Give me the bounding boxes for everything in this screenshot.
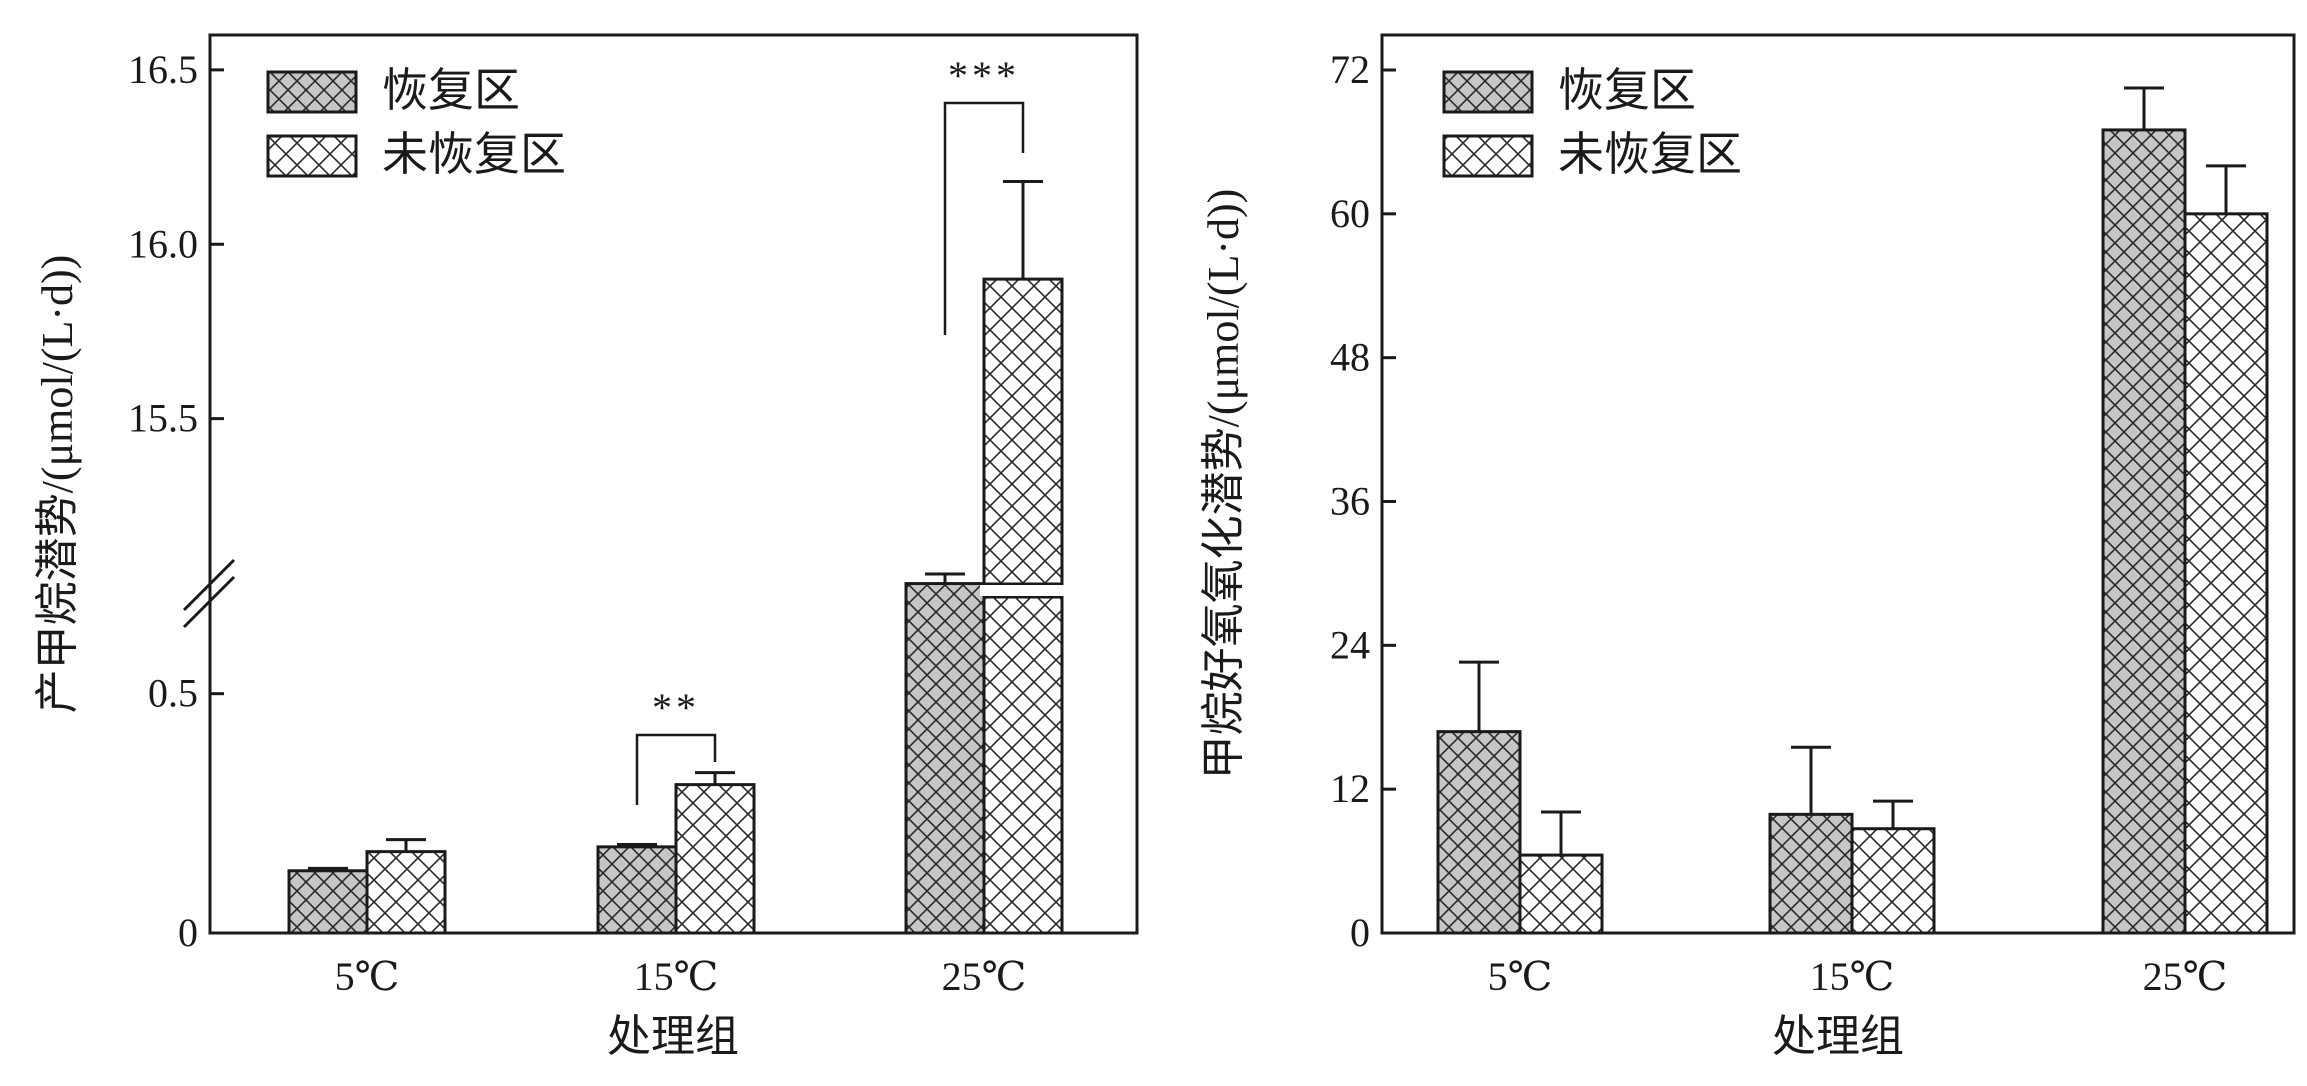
left-significance-layer: *****	[635, 53, 1025, 805]
left-bars-layer	[287, 277, 1066, 935]
right-ytick-label-4: 48	[1330, 335, 1370, 380]
legend-right-swatch-1	[1442, 134, 1534, 178]
bar-right-restored-0	[1436, 730, 1522, 935]
right-ytick-label-1: 12	[1330, 766, 1370, 811]
legend-left-swatch-1	[266, 134, 358, 178]
bar-right-restored-1	[1768, 812, 1854, 935]
sig-label-0: **	[652, 685, 700, 730]
right-ytick-label-0: 0	[1350, 910, 1370, 955]
bar-right-unrestored-1	[1850, 827, 1936, 935]
right-ytick-label-2: 24	[1330, 622, 1370, 667]
left-y-axis-title: 产甲烷潜势/(μmol/(L·d))	[33, 255, 82, 714]
left-xtick-label-0: 5℃	[335, 954, 400, 999]
left-ytick-label-low-0: 0	[178, 910, 198, 955]
legend-left-label-1: 未恢复区	[382, 129, 566, 180]
bar-left-restored-2	[904, 582, 986, 935]
right-xtick-label-0: 5℃	[1488, 954, 1553, 999]
right-x-axis-title: 处理组	[1772, 1012, 1904, 1061]
legend-right-swatch-0	[1442, 70, 1534, 114]
left-ytick-label-low-1: 0.5	[148, 671, 198, 716]
bar-left-restored-1	[596, 845, 678, 935]
sig-bracket-1	[943, 101, 1025, 335]
left-plot-frame	[208, 33, 1139, 935]
sig-bracket-0	[635, 733, 717, 805]
bar-right-restored-2	[2101, 128, 2187, 935]
left-errorbars-layer	[308, 179, 1043, 871]
legend-left-swatch-0	[266, 70, 358, 114]
legend-right-label-1: 未恢复区	[1558, 129, 1742, 180]
bar-left-unrestored-2-lower	[982, 595, 1064, 935]
right-errorbars-layer	[1459, 86, 2246, 856]
legend-right-label-0: 恢复区	[1558, 65, 1696, 116]
left-xtick-label-2: 25℃	[942, 954, 1027, 999]
right-ytick-label-6: 72	[1330, 47, 1370, 92]
bar-left-restored-0	[287, 869, 369, 935]
left-x-axis-title: 处理组	[607, 1012, 739, 1061]
left-ytick-label-up-1: 16.0	[128, 221, 198, 266]
right-bars-layer	[1436, 128, 2269, 935]
right-ytick-label-3: 36	[1330, 479, 1370, 524]
sig-label-1: ***	[948, 53, 1020, 98]
right-xtick-label-2: 25℃	[2143, 954, 2228, 999]
left-ytick-label-up-2: 16.5	[128, 47, 198, 92]
left-ticks-layer: 0 0.5 15.5 16.0 16.5 5℃ 15℃ 25℃	[128, 47, 1026, 999]
bar-right-unrestored-2	[2183, 212, 2269, 935]
right-xtick-label-1: 15℃	[1810, 954, 1895, 999]
right-y-axis-title: 甲烷好氧氧化潜势/(μmol/(L·d))	[1199, 189, 1248, 780]
bar-left-unrestored-0	[365, 850, 447, 935]
right-ticks-layer: 0 12 24 36 48 60 72 5℃ 15℃ 25℃	[1330, 47, 2227, 999]
right-ytick-label-5: 60	[1330, 191, 1370, 236]
right-plot-frame	[1380, 33, 2296, 935]
left-xtick-label-1: 15℃	[634, 954, 719, 999]
left-ytick-label-up-0: 15.5	[128, 396, 198, 441]
bar-right-unrestored-0	[1518, 853, 1604, 935]
bar-left-unrestored-2-gap	[980, 585, 1066, 596]
bar-left-unrestored-1	[674, 783, 756, 935]
bar-left-unrestored-2-upper	[982, 277, 1064, 586]
legend-left-label-0: 恢复区	[382, 65, 520, 116]
